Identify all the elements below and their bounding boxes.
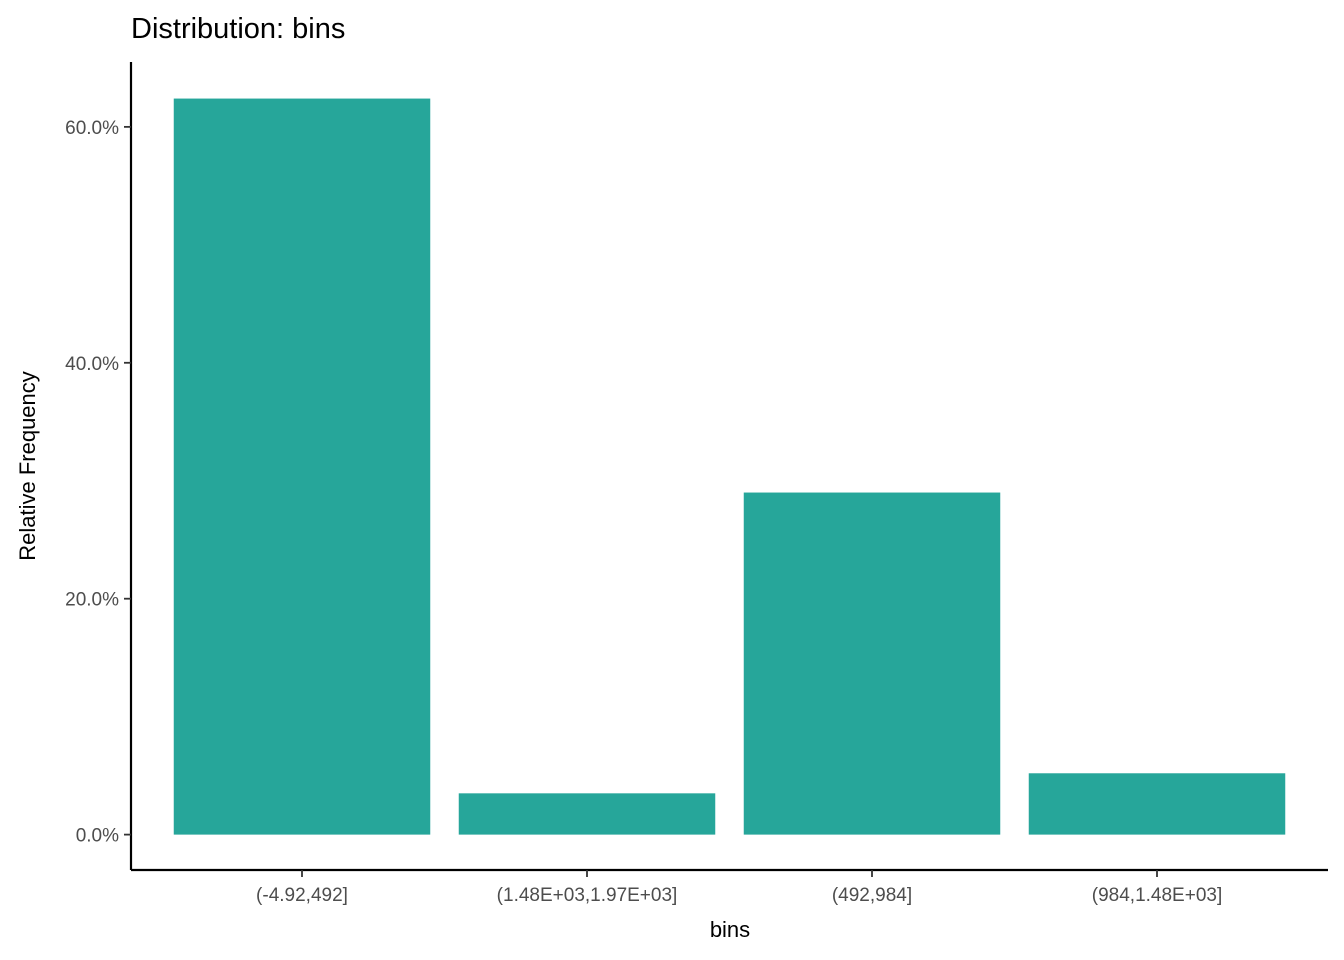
bar-1 (173, 98, 431, 835)
x-axis: (-4.92,492] (1.48E+03,1.97E+03] (492,984] (… (131, 868, 1328, 906)
bars-group (173, 98, 1286, 835)
bar-4 (1028, 773, 1286, 835)
x-tick-label: (-4.92,492] (256, 885, 348, 906)
y-tick-label: 0.0% (76, 826, 119, 847)
y-tick-label: 40.0% (65, 354, 119, 375)
x-tick-label: (984,1.48E+03] (1092, 885, 1222, 906)
bar-3 (743, 492, 1001, 835)
y-axis-title: Relative Frequency (15, 371, 40, 561)
y-tick-label: 60.0% (65, 118, 119, 139)
chart-title: Distribution: bins (131, 13, 345, 45)
y-axis: 0.0% 20.0% 40.0% 60.0% (65, 62, 133, 870)
x-axis-title: bins (710, 917, 750, 942)
x-tick-label: (1.48E+03,1.97E+03] (497, 885, 678, 906)
y-tick-label: 20.0% (65, 590, 119, 611)
bar-2 (458, 793, 716, 835)
x-tick-label: (492,984] (832, 885, 912, 906)
